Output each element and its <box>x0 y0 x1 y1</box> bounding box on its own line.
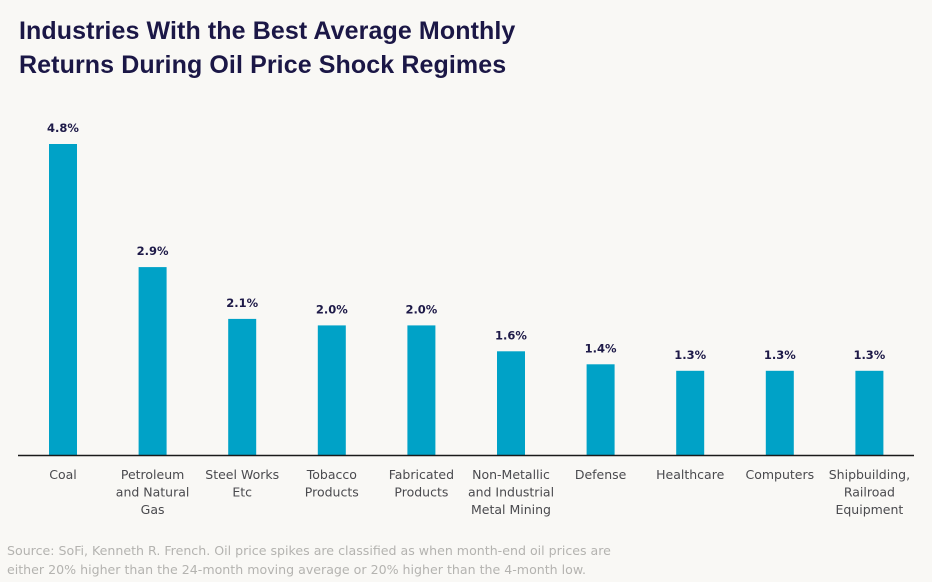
chart-title-line-2: Returns During Oil Price Shock Regimes <box>19 51 507 79</box>
value-label-2: 2.9% <box>137 244 169 258</box>
value-label-3: 2.1% <box>226 296 258 310</box>
bar-2 <box>138 267 167 455</box>
category-label-line: Products <box>305 485 359 500</box>
source-note-line-2: either 20% higher than the 24-month movi… <box>7 562 587 577</box>
value-label-5: 2.0% <box>405 302 437 316</box>
category-label-line: Metal Mining <box>471 502 551 517</box>
category-label-line: Products <box>394 485 448 500</box>
category-label-6: Non-Metallic and Industrial Metal Mining <box>468 467 554 517</box>
bar-3 <box>228 318 257 455</box>
category-labels-group: Coal Petroleum and Natural Gas Steel Works Et… <box>49 467 910 517</box>
value-label-9: 1.3% <box>764 348 796 362</box>
category-label-4: Tobacco Products <box>305 467 359 500</box>
bar-6 <box>497 351 525 455</box>
bars-group <box>49 144 884 455</box>
category-label-line: Etc <box>232 485 252 500</box>
category-label-line: Healthcare <box>656 467 724 482</box>
category-label-7: Defense <box>575 467 627 482</box>
category-label-10: Shipbuilding, Railroad Equipment <box>829 467 910 517</box>
category-label-line: and Natural <box>116 485 190 500</box>
category-label-line: Shipbuilding, <box>829 467 910 482</box>
category-label-9: Computers <box>745 467 814 482</box>
category-label-line: Fabricated <box>389 467 454 482</box>
category-label-5: Fabricated Products <box>389 467 454 500</box>
value-label-1: 4.8% <box>47 121 79 135</box>
category-label-8: Healthcare <box>656 467 724 482</box>
chart-title-line-1: Industries With the Best Average Monthly <box>19 17 516 45</box>
category-label-3: Steel Works Etc <box>205 467 279 500</box>
value-label-6: 1.6% <box>495 328 527 342</box>
source-note: Source: SoFi, Kenneth R. French. Oil pri… <box>7 541 727 579</box>
category-label-line: and Industrial <box>468 485 554 500</box>
bar-9 <box>765 370 794 455</box>
bar-5 <box>407 325 436 455</box>
source-note-line-1: Source: SoFi, Kenneth R. French. Oil pri… <box>7 543 611 558</box>
category-label-line: Gas <box>141 502 165 517</box>
value-labels-group: 4.8% 2.9% 2.1% 2.0% 2.0% 1.6% 1.4% 1.3% 1.3% 1.3% <box>47 121 886 362</box>
category-label-line: Tobacco <box>306 467 357 482</box>
category-label-line: Defense <box>575 467 627 482</box>
value-label-7: 1.4% <box>585 341 617 355</box>
category-label-line: Non-Metallic <box>472 467 550 482</box>
category-label-2: Petroleum and Natural Gas <box>116 467 190 517</box>
category-label-line: Petroleum <box>121 467 184 482</box>
value-label-10: 1.3% <box>853 348 885 362</box>
category-label-line: Steel Works <box>205 467 279 482</box>
category-label-line: Coal <box>49 467 77 482</box>
bar-10 <box>855 370 884 455</box>
bar-7 <box>586 364 615 455</box>
bar-8 <box>676 370 705 455</box>
value-label-4: 2.0% <box>316 302 348 316</box>
category-label-line: Railroad <box>844 485 895 500</box>
value-label-8: 1.3% <box>674 348 706 362</box>
category-label-1: Coal <box>49 467 77 482</box>
bar-4 <box>317 325 346 455</box>
category-label-line: Computers <box>745 467 814 482</box>
bar-1 <box>49 144 77 455</box>
chart-title: Industries With the Best Average Monthly… <box>19 14 639 82</box>
category-label-line: Equipment <box>835 502 903 517</box>
